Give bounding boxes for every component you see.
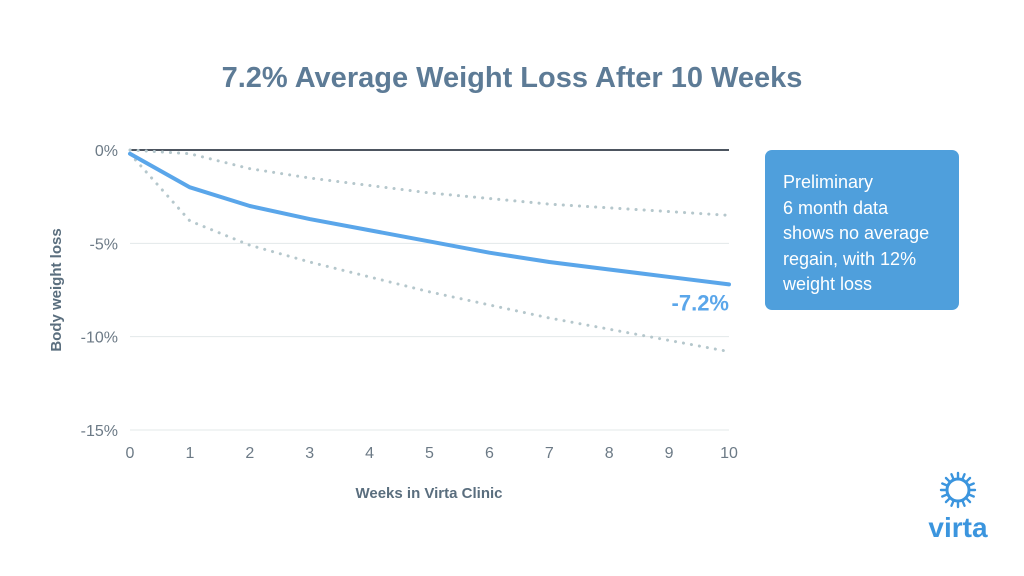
x-tick-label: 6 bbox=[485, 445, 494, 462]
x-tick-labels: 0 1 2 3 4 5 6 7 8 9 10 bbox=[126, 445, 738, 462]
end-value-label: -7.2% bbox=[672, 290, 729, 315]
x-tick-label: 10 bbox=[720, 445, 738, 462]
logo-ray bbox=[944, 497, 951, 504]
logo-rays bbox=[939, 471, 977, 509]
logo-ray bbox=[950, 473, 955, 480]
callout-line: shows no average bbox=[783, 223, 930, 244]
y-tick-labels: 0% -5% -10% -15% bbox=[81, 143, 118, 440]
y-tick-label: 0% bbox=[95, 143, 118, 160]
callout-line: 6 month data bbox=[783, 197, 889, 218]
x-tick-label: 0 bbox=[126, 445, 135, 462]
y-tick-label: -15% bbox=[81, 423, 118, 440]
logo-ray bbox=[941, 493, 948, 498]
logo-ray bbox=[950, 500, 955, 507]
x-tick-label: 4 bbox=[365, 445, 374, 462]
callout-box: Preliminary 6 month data shows no averag… bbox=[765, 150, 959, 310]
chart-title: 7.2% Average Weight Loss After 10 Weeks bbox=[221, 62, 803, 94]
logo-ray bbox=[968, 482, 975, 487]
callout-line: regain, with 12% bbox=[783, 248, 917, 269]
logo-ray bbox=[944, 476, 951, 483]
x-tick-label: 7 bbox=[545, 445, 554, 462]
callout-line: Preliminary bbox=[783, 172, 874, 192]
logo-ray bbox=[965, 497, 972, 504]
series-lines bbox=[128, 148, 731, 354]
sun-ring-icon bbox=[939, 471, 977, 509]
logo-ray bbox=[965, 476, 972, 483]
logo-text: virta bbox=[928, 512, 988, 543]
x-tick-label: 5 bbox=[425, 445, 434, 462]
y-tick-label: -10% bbox=[81, 330, 118, 347]
x-tick-label: 2 bbox=[245, 445, 254, 462]
logo-ray bbox=[961, 473, 966, 480]
x-tick-label: 3 bbox=[305, 445, 314, 462]
series-line-upper-bound bbox=[128, 148, 731, 217]
x-tick-label: 8 bbox=[605, 445, 614, 462]
series-line-average bbox=[128, 151, 731, 287]
logo-ray bbox=[961, 500, 966, 507]
y-axis-label: Body weight loss bbox=[48, 228, 65, 351]
x-axis-label: Weeks in Virta Clinic bbox=[355, 485, 502, 502]
x-tick-label: 1 bbox=[185, 445, 194, 462]
callout-line: weight loss bbox=[783, 274, 873, 295]
y-tick-label: -5% bbox=[90, 236, 118, 253]
logo-ray bbox=[941, 482, 948, 487]
logo-ray bbox=[968, 493, 975, 498]
x-tick-label: 9 bbox=[665, 445, 674, 462]
series-line-lower-bound bbox=[128, 152, 731, 354]
annotations: -7.2% bbox=[672, 290, 729, 315]
gridlines bbox=[130, 149, 729, 431]
